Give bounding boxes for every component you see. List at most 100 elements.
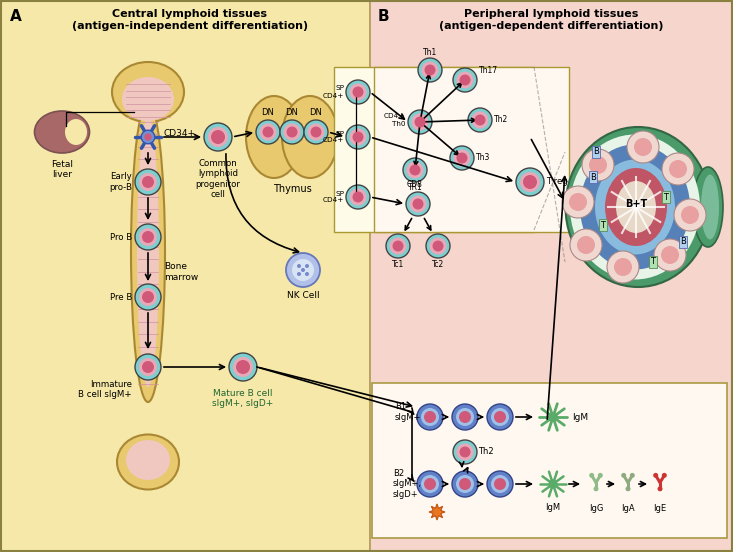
Text: Fetal
liver: Fetal liver [51,160,73,179]
Circle shape [418,58,442,82]
Circle shape [211,130,225,144]
Circle shape [139,228,157,246]
Circle shape [139,358,157,376]
Circle shape [424,411,436,423]
Circle shape [386,234,410,258]
Text: CD4+
Th0: CD4+ Th0 [383,114,405,126]
Text: DN: DN [262,108,274,117]
Circle shape [139,173,157,191]
Circle shape [548,412,558,422]
Circle shape [577,236,595,254]
Circle shape [471,112,488,129]
Text: T: T [663,193,668,201]
Text: Mature B cell
sIgM+, sIgD+: Mature B cell sIgM+, sIgD+ [213,389,273,408]
Circle shape [653,473,658,478]
Circle shape [297,264,301,268]
Text: DN: DN [286,108,298,117]
Ellipse shape [701,174,719,240]
Circle shape [625,486,630,491]
Ellipse shape [565,127,710,287]
Ellipse shape [246,96,302,178]
Ellipse shape [605,168,667,246]
Circle shape [630,473,635,478]
Circle shape [142,291,154,303]
Circle shape [468,108,492,132]
Circle shape [452,471,478,497]
Text: T reg: T reg [546,178,567,187]
Circle shape [311,126,322,137]
Circle shape [454,150,471,167]
Circle shape [456,408,474,426]
Circle shape [208,127,228,147]
Circle shape [135,224,161,250]
Circle shape [407,162,424,178]
Circle shape [204,123,232,151]
Circle shape [142,231,154,243]
Circle shape [460,447,471,458]
Circle shape [353,131,364,142]
Text: IgG: IgG [589,504,603,513]
Ellipse shape [137,117,159,387]
Circle shape [304,120,328,144]
Ellipse shape [616,181,656,233]
Circle shape [607,251,639,283]
Text: IgM: IgM [545,503,561,512]
Circle shape [589,473,594,478]
Text: B: B [680,237,686,247]
Text: B: B [590,172,596,182]
FancyBboxPatch shape [334,67,534,232]
Circle shape [305,272,309,276]
Circle shape [308,124,325,141]
Ellipse shape [112,62,184,122]
Circle shape [453,440,477,464]
Ellipse shape [131,102,165,402]
Circle shape [453,68,477,92]
Circle shape [135,284,161,310]
Text: Pre B: Pre B [110,293,132,301]
Text: B: B [593,147,599,157]
Circle shape [662,153,694,185]
Circle shape [457,152,468,163]
Circle shape [491,475,509,493]
Text: Common
lymphoid
progenitor
cell: Common lymphoid progenitor cell [196,159,240,199]
Circle shape [413,199,424,210]
Circle shape [305,264,309,268]
Circle shape [287,126,298,137]
Text: SP
CD4+: SP CD4+ [323,86,344,98]
Circle shape [350,129,366,146]
Circle shape [350,188,366,205]
Circle shape [414,116,425,128]
Text: Immature
B cell sIgM+: Immature B cell sIgM+ [78,380,132,400]
Circle shape [139,288,157,306]
Circle shape [135,169,161,195]
Circle shape [389,237,407,254]
Circle shape [424,478,436,490]
Ellipse shape [570,135,700,279]
Circle shape [297,272,301,276]
Circle shape [142,176,154,188]
Circle shape [562,186,594,218]
Circle shape [284,124,301,141]
Text: A: A [10,9,22,24]
Circle shape [594,486,599,491]
Circle shape [410,164,421,176]
Circle shape [487,404,513,430]
Text: Thymus: Thymus [273,184,312,194]
Ellipse shape [65,119,87,145]
Text: Th1: Th1 [423,48,437,57]
Circle shape [654,239,686,271]
Circle shape [494,478,506,490]
Text: CD8: CD8 [407,180,423,189]
Ellipse shape [117,434,179,490]
Circle shape [353,192,364,203]
Text: Th17: Th17 [479,66,498,75]
Circle shape [661,246,679,264]
Circle shape [346,80,370,104]
Circle shape [286,253,320,287]
Circle shape [301,268,305,272]
Circle shape [459,478,471,490]
Circle shape [487,471,513,497]
Text: CD34+: CD34+ [163,130,195,139]
Text: IgA: IgA [621,504,635,513]
Circle shape [548,480,558,489]
